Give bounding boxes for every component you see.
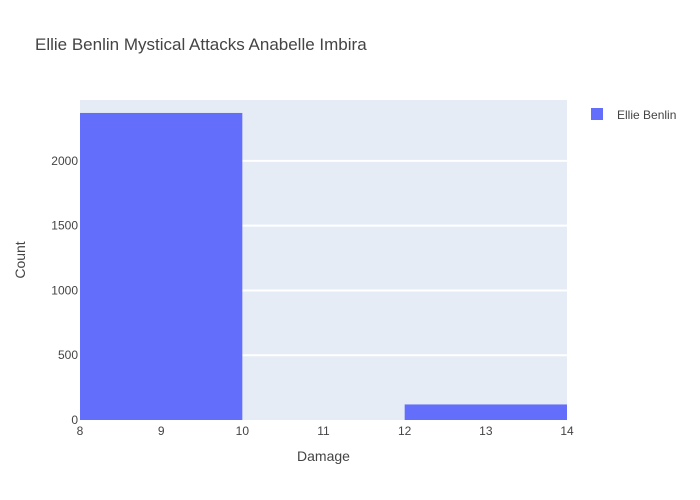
x-tick-label: 14 [560, 424, 574, 438]
x-tick-label: 10 [236, 424, 250, 438]
y-axis-ticks: 0 500 1000 1500 2000 [51, 154, 78, 427]
y-axis-title: Count [12, 241, 28, 278]
bar[interactable] [404, 404, 567, 420]
x-axis-title: Damage [297, 448, 350, 464]
y-tick-label: 0 [71, 413, 78, 427]
y-tick-label: 1000 [51, 283, 78, 297]
chart-title: Ellie Benlin Mystical Attacks Anabelle I… [35, 35, 367, 54]
y-tick-label: 500 [58, 348, 78, 362]
x-tick-label: 12 [398, 424, 412, 438]
y-tick-label: 2000 [51, 154, 78, 168]
x-tick-label: 9 [158, 424, 165, 438]
legend-swatch[interactable] [591, 108, 603, 120]
y-tick-label: 1500 [51, 219, 78, 233]
bar[interactable] [80, 112, 243, 420]
x-tick-label: 8 [77, 424, 84, 438]
bars [80, 112, 567, 420]
x-axis-ticks: 8 9 10 11 12 13 14 [77, 424, 574, 438]
legend-label[interactable]: Ellie Benlin [617, 108, 676, 122]
legend[interactable]: Ellie Benlin [591, 108, 676, 122]
x-tick-label: 13 [479, 424, 493, 438]
x-tick-label: 11 [317, 424, 330, 438]
